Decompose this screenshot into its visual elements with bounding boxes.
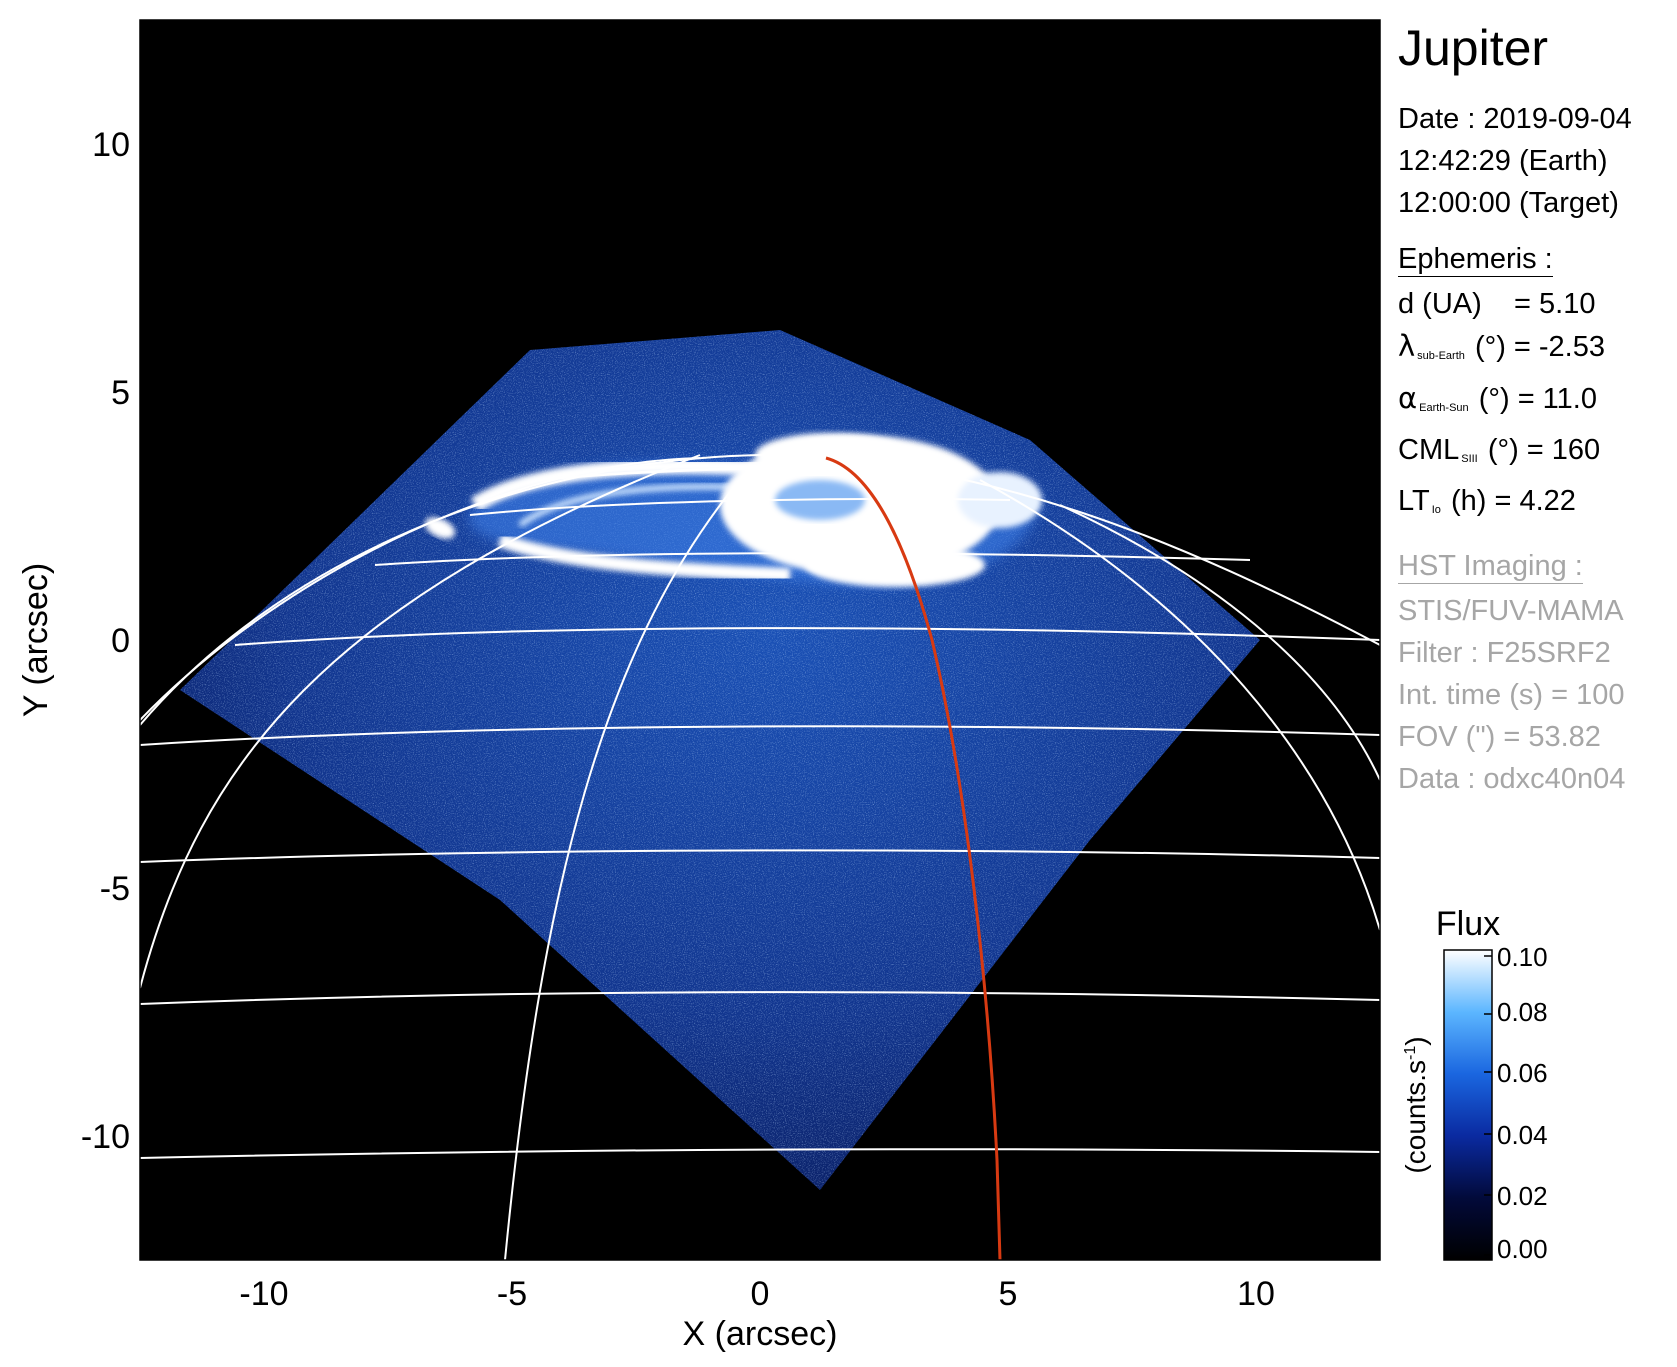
field-of-view: FOV (") = 53.82	[1398, 721, 1601, 753]
ephemeris-title: Ephemeris :	[1398, 243, 1553, 277]
y-tick-label: -5	[100, 870, 130, 908]
colorbar-tick: 0.00	[1497, 1234, 1548, 1264]
phase-angle: α Earth-Sun (°) = 11.0	[1398, 381, 1597, 415]
x-tick-label: -10	[239, 1275, 288, 1313]
x-tick-label: 5	[999, 1275, 1018, 1313]
y-ticks	[140, 143, 152, 1137]
imaging-title: HST Imaging :	[1398, 550, 1583, 584]
instrument: STIS/FUV-MAMA	[1398, 595, 1624, 627]
lat-lon-grid	[140, 453, 1380, 1260]
colorbar-label: (counts.s-1)	[1400, 1036, 1431, 1173]
earth-time: 12:42:29 (Earth)	[1398, 145, 1608, 177]
y-tick-label: 5	[111, 374, 130, 412]
dataset-id: Data : odxc40n04	[1398, 763, 1626, 795]
colorbar-gradient	[1443, 949, 1493, 1261]
distance-value: d (UA) = 5.10	[1398, 288, 1596, 320]
colorbar-tick: 0.10	[1497, 942, 1548, 972]
central-meridian-line	[825, 456, 1002, 1260]
x-axis-title: X (arcsec)	[683, 1315, 838, 1353]
ephemeris-section: Ephemeris : d (UA) = 5.10 λ sub-Earth (°)…	[1398, 238, 1673, 531]
io-local-time: LT Io (h) = 4.22	[1398, 485, 1576, 517]
x-tick-label: 0	[751, 1275, 770, 1313]
x-tick-label: 10	[1237, 1275, 1275, 1313]
colorbar-tick: 0.04	[1497, 1120, 1548, 1150]
imaging-section: HST Imaging : STIS/FUV-MAMA Filter : F25…	[1398, 545, 1673, 800]
filter: Filter : F25SRF2	[1398, 637, 1611, 669]
colorbar-tick: 0.02	[1497, 1181, 1548, 1211]
date-line: Date : 2019-09-04	[1398, 103, 1632, 135]
plot-area	[140, 20, 1380, 1260]
y-axis-title: Y (arcsec)	[17, 563, 55, 717]
y-tick-label: -10	[81, 1118, 130, 1156]
sub-earth-latitude: λ sub-Earth (°) = -2.53	[1398, 329, 1605, 363]
colorbar-title: Flux	[1436, 905, 1500, 943]
target-time: 12:00:00 (Target)	[1398, 187, 1619, 219]
colorbar-tick: 0.08	[1497, 997, 1548, 1027]
y-tick-label: 0	[111, 622, 130, 660]
x-tick-label: -5	[497, 1275, 527, 1313]
y-tick-label: 10	[92, 126, 130, 164]
integration-time: Int. time (s) = 100	[1398, 679, 1625, 711]
cml-value: CML SIII (°) = 160	[1398, 434, 1601, 466]
planet-name: Jupiter	[1398, 20, 1549, 76]
info-panel: Jupiter Date : 2019-09-04 12:42:29 (Eart…	[1398, 18, 1673, 800]
colorbar: Flux 0.10 0.08 0.06 0.04 0.02 0.00 (coun…	[1400, 905, 1548, 1264]
x-ticks	[263, 1248, 1257, 1260]
colorbar-tick: 0.06	[1497, 1058, 1548, 1088]
